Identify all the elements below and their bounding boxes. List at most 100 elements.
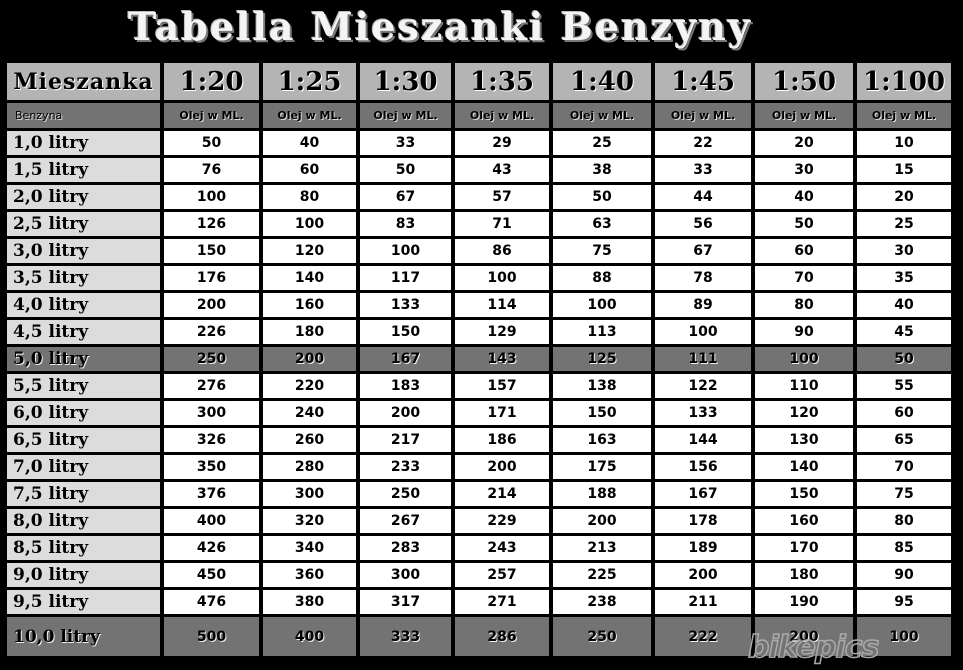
row-label: 7,0 litry — [7, 455, 160, 479]
table-cell: 120 — [755, 401, 853, 425]
table-cell: 400 — [263, 617, 356, 656]
table-cell: 163 — [553, 428, 651, 452]
table-cell: 183 — [360, 374, 451, 398]
table-cell: 55 — [857, 374, 951, 398]
table-cell: 89 — [655, 293, 751, 317]
table-cell: 75 — [857, 482, 951, 506]
row-label: 8,0 litry — [7, 509, 160, 533]
table-cell: 300 — [360, 563, 451, 587]
table-cell: 50 — [755, 212, 853, 236]
table-cell: 80 — [263, 185, 356, 209]
table-cell: 100 — [857, 617, 951, 656]
row-label: 4,0 litry — [7, 293, 160, 317]
ratio-header: 1:30 — [360, 63, 451, 100]
table-cell: 217 — [360, 428, 451, 452]
unit-header: Olej w ML. — [857, 103, 951, 128]
table-cell: 50 — [857, 347, 951, 371]
table-cell: 150 — [755, 482, 853, 506]
table-cell: 40 — [755, 185, 853, 209]
table-cell: 43 — [455, 158, 549, 182]
table-cell: 30 — [857, 239, 951, 263]
table-cell: 60 — [755, 239, 853, 263]
table-cell: 88 — [553, 266, 651, 290]
table-cell: 71 — [455, 212, 549, 236]
table-cell: 25 — [857, 212, 951, 236]
table-cell: 33 — [360, 131, 451, 155]
table-cell: 75 — [553, 239, 651, 263]
table-cell: 143 — [455, 347, 549, 371]
table-cell: 276 — [164, 374, 259, 398]
table-cell: 200 — [360, 401, 451, 425]
table-cell: 76 — [164, 158, 259, 182]
table-cell: 40 — [857, 293, 951, 317]
ratio-header: 1:45 — [655, 63, 751, 100]
table-cell: 133 — [655, 401, 751, 425]
unit-header: Olej w ML. — [755, 103, 853, 128]
table-cell: 280 — [263, 455, 356, 479]
table-cell: 180 — [263, 320, 356, 344]
table-cell: 60 — [263, 158, 356, 182]
watermark-logo: bikepics — [747, 629, 880, 666]
table-cell: 186 — [455, 428, 549, 452]
table-cell: 56 — [655, 212, 751, 236]
row-label: 9,0 litry — [7, 563, 160, 587]
table-cell: 160 — [755, 509, 853, 533]
table-cell: 15 — [857, 158, 951, 182]
table-cell: 83 — [360, 212, 451, 236]
table-cell: 138 — [553, 374, 651, 398]
table-cell: 200 — [655, 563, 751, 587]
table-cell: 122 — [655, 374, 751, 398]
table-cell: 140 — [263, 266, 356, 290]
table-cell: 100 — [164, 185, 259, 209]
table-cell: 22 — [655, 131, 751, 155]
table-cell: 67 — [655, 239, 751, 263]
table-cell: 400 — [164, 509, 259, 533]
table-cell: 320 — [263, 509, 356, 533]
table-cell: 125 — [553, 347, 651, 371]
table-cell: 70 — [857, 455, 951, 479]
table-cell: 317 — [360, 590, 451, 614]
row-label: 10,0 litry — [7, 617, 160, 656]
table-cell: 326 — [164, 428, 259, 452]
table-cell: 86 — [455, 239, 549, 263]
table-cell: 213 — [553, 536, 651, 560]
unit-header: Olej w ML. — [655, 103, 751, 128]
row-label: 7,5 litry — [7, 482, 160, 506]
table-cell: 20 — [857, 185, 951, 209]
table-cell: 20 — [755, 131, 853, 155]
table-cell: 65 — [857, 428, 951, 452]
table-cell: 30 — [755, 158, 853, 182]
table-cell: 117 — [360, 266, 451, 290]
ratio-header: 1:20 — [164, 63, 259, 100]
row-label: 4,5 litry — [7, 320, 160, 344]
table-cell: 100 — [755, 347, 853, 371]
table-cell: 240 — [263, 401, 356, 425]
table-cell: 200 — [553, 509, 651, 533]
row-label: 3,0 litry — [7, 239, 160, 263]
table-cell: 33 — [655, 158, 751, 182]
table-cell: 100 — [455, 266, 549, 290]
row-label: 3,5 litry — [7, 266, 160, 290]
table-cell: 29 — [455, 131, 549, 155]
table-cell: 157 — [455, 374, 549, 398]
table-cell: 50 — [164, 131, 259, 155]
table-cell: 271 — [455, 590, 549, 614]
table-cell: 80 — [755, 293, 853, 317]
table-cell: 38 — [553, 158, 651, 182]
table-cell: 80 — [857, 509, 951, 533]
table-cell: 180 — [755, 563, 853, 587]
row-label: 1,0 litry — [7, 131, 160, 155]
table-cell: 360 — [263, 563, 356, 587]
ratio-header: 1:50 — [755, 63, 853, 100]
table-cell: 167 — [655, 482, 751, 506]
ratio-header: 1:40 — [553, 63, 651, 100]
table-cell: 150 — [553, 401, 651, 425]
table-cell: 110 — [755, 374, 853, 398]
table-cell: 376 — [164, 482, 259, 506]
table-cell: 133 — [360, 293, 451, 317]
header-corner: Mieszanka — [7, 63, 160, 100]
table-cell: 129 — [455, 320, 549, 344]
unit-header: Olej w ML. — [164, 103, 259, 128]
table-cell: 267 — [360, 509, 451, 533]
table-cell: 178 — [655, 509, 751, 533]
